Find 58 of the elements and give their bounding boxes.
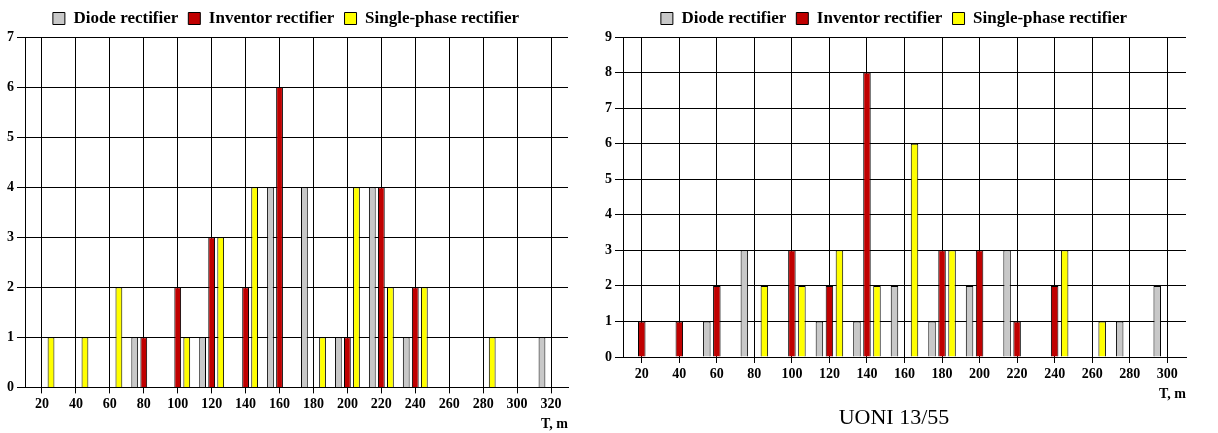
- x-axis-title: T, m: [541, 416, 569, 432]
- y-tick-label: 9: [605, 28, 612, 44]
- legend-label: Single-phase rectifier: [365, 7, 520, 27]
- x-axis-title: T, m: [1159, 385, 1187, 401]
- y-tick-label: 2: [605, 277, 612, 293]
- x-tick-label: 260: [1081, 366, 1103, 382]
- y-tick-label: 3: [7, 228, 14, 244]
- x-tick-label: 240: [404, 396, 426, 412]
- x-tick-label: 140: [235, 396, 257, 412]
- y-tick-label: 4: [605, 206, 612, 222]
- x-tick-label: 180: [931, 366, 953, 382]
- x-tick-label: 320: [540, 396, 562, 412]
- y-tick-label: 3: [605, 241, 612, 257]
- x-tick-label: 300: [506, 396, 528, 412]
- x-tick-label: 180: [302, 396, 324, 412]
- x-tick-label: 280: [1119, 366, 1141, 382]
- legend-label: Diode rectifier: [681, 7, 787, 27]
- y-tick-label: 0: [605, 348, 612, 364]
- x-tick-label: 280: [472, 396, 494, 412]
- legend-label: Diode rectifier: [73, 7, 179, 27]
- x-tick-label: 80: [136, 396, 151, 412]
- x-tick-label: 300: [1156, 366, 1178, 382]
- x-tick-label: 20: [634, 366, 649, 382]
- y-tick-label: 1: [605, 313, 612, 329]
- x-tick-label: 200: [336, 396, 358, 412]
- y-tick-label: 6: [7, 78, 14, 94]
- y-tick-label: 6: [605, 135, 612, 151]
- x-tick-label: 220: [370, 396, 392, 412]
- y-tick-label: 8: [605, 64, 612, 80]
- y-tick-label: 5: [605, 170, 612, 186]
- x-tick-label: 160: [894, 366, 915, 382]
- legend-label: Single-phase rectifier: [973, 7, 1128, 27]
- y-tick-label: 7: [605, 99, 612, 115]
- x-tick-label: 140: [856, 366, 878, 382]
- x-tick-label: 100: [167, 396, 189, 412]
- x-tick-label: 200: [969, 366, 991, 382]
- y-tick-label: 7: [7, 28, 14, 44]
- x-tick-label: 120: [201, 396, 223, 412]
- y-tick-label: 0: [7, 379, 14, 395]
- x-tick-label: 260: [438, 396, 460, 412]
- y-tick-label: 5: [7, 128, 14, 144]
- x-tick-label: 60: [102, 396, 117, 412]
- x-tick-label: 20: [34, 396, 49, 412]
- x-tick-label: 60: [709, 366, 724, 382]
- legend-label: Inventor rectifier: [816, 7, 943, 27]
- x-tick-label: 100: [781, 366, 803, 382]
- x-tick-label: 80: [747, 366, 762, 382]
- x-tick-label: 160: [269, 396, 291, 412]
- x-tick-label: 40: [672, 366, 687, 382]
- y-tick-label: 1: [7, 328, 14, 344]
- x-tick-label: 240: [1044, 366, 1066, 382]
- y-tick-label: 4: [7, 178, 14, 194]
- y-tick-label: 2: [7, 278, 14, 294]
- x-tick-label: 220: [1006, 366, 1028, 382]
- legend-label: Inventor rectifier: [208, 7, 335, 27]
- x-tick-label: 40: [68, 396, 83, 412]
- text: UONI 13/55: [838, 403, 950, 429]
- x-tick-label: 120: [818, 366, 840, 382]
